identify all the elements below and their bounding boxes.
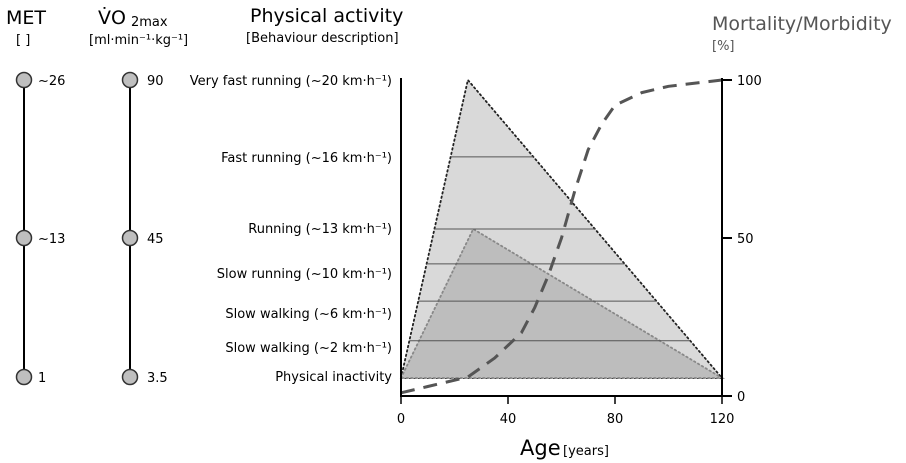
vo2-level-label: 3.5 <box>147 371 168 386</box>
age-tick-label: 40 <box>500 412 517 427</box>
mortality-title: Mortality/Morbidity <box>712 13 892 35</box>
vo2-title-main: V̇O <box>98 7 126 29</box>
age-tick-label: 80 <box>607 412 624 427</box>
mortality-tick-label: 50 <box>737 232 754 247</box>
mortality-ticks: 100 50 0 <box>722 74 762 405</box>
vo2-dot <box>121 229 139 247</box>
age-ticks: 0 40 80 120 <box>397 396 735 427</box>
met-unit: [ ] <box>16 33 30 48</box>
age-axis-unit: [years] <box>563 444 609 459</box>
age-tick-label: 0 <box>397 412 405 427</box>
vo2-title-sub: 2max <box>131 15 168 30</box>
age-activity-chart: Very fast running (~20 km·h⁻¹) Fast runni… <box>190 74 762 427</box>
vo2-level-label: 90 <box>147 74 164 89</box>
activity-level-label: Physical inactivity <box>275 370 392 385</box>
activity-title: Physical activity <box>250 5 403 27</box>
met-levels: ~26 ~13 1 <box>15 71 65 386</box>
activity-subtitle: [Behaviour description] <box>246 31 399 46</box>
vo2-levels: 90 45 3.5 <box>121 71 168 386</box>
vo2-unit: [ml·min⁻¹·kg⁻¹] <box>89 33 188 48</box>
age-tick-label: 120 <box>710 412 735 427</box>
met-dot <box>15 229 33 247</box>
met-level-label: ~26 <box>38 74 65 89</box>
age-axis-label: Age <box>520 436 561 460</box>
activity-level-label: Slow walking (~6 km·h⁻¹) <box>225 307 392 322</box>
activity-level-label: Slow walking (~2 km·h⁻¹) <box>225 341 392 356</box>
met-dot <box>15 71 33 89</box>
met-level-label: 1 <box>38 371 46 386</box>
activity-level-label: Very fast running (~20 km·h⁻¹) <box>190 74 392 89</box>
activity-labels: Very fast running (~20 km·h⁻¹) Fast runni… <box>190 74 393 385</box>
activity-level-label: Running (~13 km·h⁻¹) <box>248 222 392 237</box>
met-level-label: ~13 <box>38 232 65 247</box>
mortality-curve <box>400 78 723 395</box>
mortality-unit: [%] <box>712 39 735 54</box>
met-title: MET <box>6 7 46 29</box>
activity-level-label: Slow running (~10 km·h⁻¹) <box>217 267 392 282</box>
met-dot <box>15 368 33 386</box>
vo2-dot <box>121 368 139 386</box>
activity-level-label: Fast running (~16 km·h⁻¹) <box>221 151 392 166</box>
vo2-level-label: 45 <box>147 232 164 247</box>
mortality-tick-label: 0 <box>737 390 745 405</box>
mortality-tick-label: 100 <box>737 74 762 89</box>
vo2-dot <box>121 71 139 89</box>
vo2-title: V̇O 2max <box>98 7 168 30</box>
